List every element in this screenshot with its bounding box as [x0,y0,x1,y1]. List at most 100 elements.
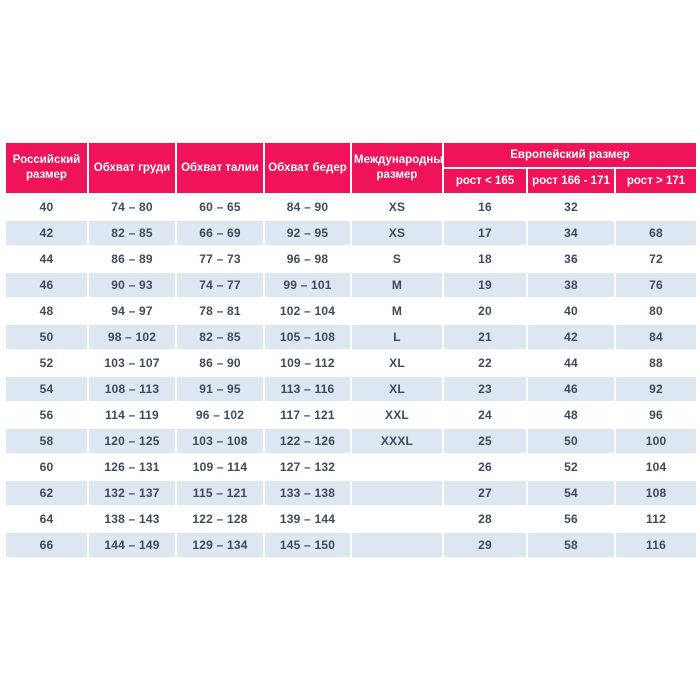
table-row: 60 126 – 131 109 – 114 127 – 132 26 52 104 [4,453,699,481]
table-cell: 72 [613,245,699,273]
table-cell: 36 [526,245,616,273]
table-cell: 24 [442,401,528,429]
table-cell: 100 [613,427,699,455]
table-cell: 52 [526,453,616,481]
table-cell: 144 – 149 [87,531,177,559]
table-cell: 42 [4,219,89,247]
table-row: 62 132 – 137 115 – 121 133 – 138 27 54 108 [4,479,699,507]
table-cell: 102 – 104 [263,297,352,325]
table-cell: 115 – 121 [175,479,265,507]
table-cell: 96 – 98 [263,245,352,273]
table-cell: 80 [613,297,699,325]
table-cell: 68 [613,219,699,247]
table-cell: 38 [526,271,616,299]
table-cell [350,505,444,533]
table-cell: 108 [613,479,699,507]
table-cell: 129 – 134 [175,531,265,559]
table-cell: 88 [613,349,699,377]
table-cell: 44 [4,245,89,273]
table-cell: 82 – 85 [87,219,177,247]
col-header-russian-size: Российский размер [4,141,89,195]
table-cell: 76 [613,271,699,299]
table-cell: 112 [613,505,699,533]
table-cell: 94 – 97 [87,297,177,325]
table-cell: 26 [442,453,528,481]
table-cell: 50 [526,427,616,455]
table-cell: 66 [4,531,89,559]
table-cell: 40 [4,193,89,221]
table-cell: 86 – 90 [175,349,265,377]
table-cell: 126 – 131 [87,453,177,481]
size-table-container: Российский размер Обхват груди Обхват та… [4,141,699,559]
table-cell: XL [350,375,444,403]
table-cell: 74 – 77 [175,271,265,299]
table-cell: 46 [526,375,616,403]
table-cell: 120 – 125 [87,427,177,455]
table-cell: 34 [526,219,616,247]
table-row: 46 90 – 93 74 – 77 99 – 101 M 19 38 76 [4,271,699,299]
table-cell: 28 [442,505,528,533]
table-cell: M [350,297,444,325]
table-cell: 92 [613,375,699,403]
col-header-height-lt-165: рост < 165 [442,167,528,195]
col-header-hips: Обхват бедер [263,141,352,195]
size-table: Российский размер Обхват груди Обхват та… [4,141,699,559]
table-row: 48 94 – 97 78 – 81 102 – 104 M 20 40 80 [4,297,699,325]
table-cell: XL [350,349,444,377]
table-cell: 91 – 95 [175,375,265,403]
table-cell: XXL [350,401,444,429]
table-cell: 138 – 143 [87,505,177,533]
table-cell [350,531,444,559]
table-cell: 23 [442,375,528,403]
table-cell: 103 – 108 [175,427,265,455]
col-header-chest: Обхват груди [87,141,177,195]
table-cell: 58 [4,427,89,455]
table-cell: 32 [526,193,616,221]
table-cell: S [350,245,444,273]
table-cell: 66 – 69 [175,219,265,247]
table-cell [613,193,699,221]
table-cell: 139 – 144 [263,505,352,533]
table-cell: 16 [442,193,528,221]
size-table-header: Российский размер Обхват груди Обхват та… [4,141,699,195]
table-cell: 82 – 85 [175,323,265,351]
table-cell: 86 – 89 [87,245,177,273]
table-cell: 48 [4,297,89,325]
header-row-heights: рост < 165 рост 166 - 171 рост > 171 [5,167,699,195]
table-row: 50 98 – 102 82 – 85 105 – 108 L 21 42 84 [4,323,699,351]
table-cell: 60 – 65 [175,193,265,221]
table-cell: 52 [4,349,89,377]
table-cell: 84 [613,323,699,351]
table-cell: 77 – 73 [175,245,265,273]
table-cell: 48 [526,401,616,429]
table-cell: 20 [442,297,528,325]
table-cell: 99 – 101 [263,271,352,299]
table-cell: 18 [442,245,528,273]
table-cell: 54 [4,375,89,403]
table-row: 64 138 – 143 122 – 128 139 – 144 28 56 112 [4,505,699,533]
col-header-height-166-171: рост 166 - 171 [526,167,616,195]
table-cell: XXXL [350,427,444,455]
table-cell: 116 [613,531,699,559]
table-cell: 105 – 108 [263,323,352,351]
table-row: 66 144 – 149 129 – 134 145 – 150 29 58 116 [4,531,699,559]
table-cell: 132 – 137 [87,479,177,507]
table-cell: 56 [4,401,89,429]
col-header-international-size: Международный размер [350,141,444,195]
table-cell: 21 [442,323,528,351]
table-cell: 22 [442,349,528,377]
table-cell: 145 – 150 [263,531,352,559]
table-cell: 117 – 121 [263,401,352,429]
table-cell: 103 – 107 [87,349,177,377]
col-header-height-gt-171: рост > 171 [613,167,699,195]
table-cell: 114 – 119 [87,401,177,429]
table-cell: 40 [526,297,616,325]
table-row: 44 86 – 89 77 – 73 96 – 98 S 18 36 72 [4,245,699,273]
table-cell: 62 [4,479,89,507]
table-cell: 127 – 132 [263,453,352,481]
table-cell: L [350,323,444,351]
table-cell: 113 – 116 [263,375,352,403]
table-cell: 54 [526,479,616,507]
table-cell: 92 – 95 [263,219,352,247]
